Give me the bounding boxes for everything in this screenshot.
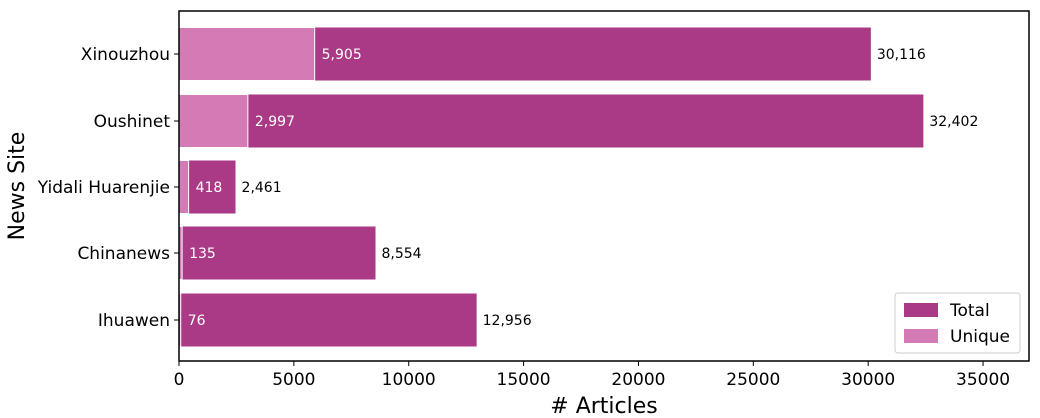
unique-value-label: 135 — [189, 246, 216, 262]
x-axis-title: # Articles — [550, 394, 657, 418]
legend-label-unique: Unique — [950, 327, 1010, 347]
unique-value-label: 5,905 — [322, 47, 362, 63]
x-tick-label: 20000 — [611, 370, 665, 390]
total-value-label: 32,402 — [929, 114, 978, 130]
y-tick-label: Yidali Huarenjie — [37, 178, 170, 198]
total-value-label: 8,554 — [382, 246, 422, 262]
y-tick-label: Oushinet — [94, 112, 171, 132]
bar-total-oushinet — [179, 94, 924, 148]
bars-layer — [178, 27, 924, 347]
x-tick-label: 5000 — [272, 370, 315, 390]
y-axis: Xinouzhou Oushinet Yidali Huarenjie Chinane… — [37, 45, 179, 331]
x-tick-label: 35000 — [956, 370, 1010, 390]
y-tick-label: Xinouzhou — [81, 45, 170, 65]
total-value-label: 12,956 — [483, 313, 532, 329]
legend-swatch-unique — [904, 329, 938, 343]
bar-total-chinanews — [179, 226, 376, 280]
bar-total-ihuawen — [179, 293, 477, 347]
unique-value-label: 418 — [196, 180, 223, 196]
total-value-label: 2,461 — [242, 180, 282, 196]
x-tick-label: 30000 — [841, 370, 895, 390]
legend: Total Unique — [894, 292, 1021, 354]
y-tick-label: Ihuawen — [98, 311, 170, 331]
bar-unique-oushinet — [178, 94, 249, 148]
bar-unique-xinouzhou — [178, 27, 316, 81]
x-tick-label: 10000 — [382, 370, 436, 390]
x-tick-label: 25000 — [726, 370, 780, 390]
unique-value-label: 2,997 — [255, 114, 295, 130]
unique-value-label: 76 — [188, 313, 206, 329]
legend-label-total: Total — [949, 301, 990, 321]
x-tick-label: 0 — [174, 370, 185, 390]
labels-layer: 30,116 5,905 32,402 2,997 2,461 418 8,554 135 12… — [188, 47, 979, 329]
bar-unique-yidali-huarenjie — [178, 160, 190, 214]
x-tick-label: 15000 — [497, 370, 551, 390]
plot-frame — [178, 10, 1030, 362]
y-tick-label: Chinanews — [77, 244, 170, 264]
y-axis-title: News Site — [5, 132, 30, 241]
legend-swatch-total — [904, 303, 938, 317]
x-axis: 0 5000 10000 15000 20000 25000 30000 35000 — [174, 361, 1010, 390]
total-value-label: 30,116 — [877, 47, 926, 63]
